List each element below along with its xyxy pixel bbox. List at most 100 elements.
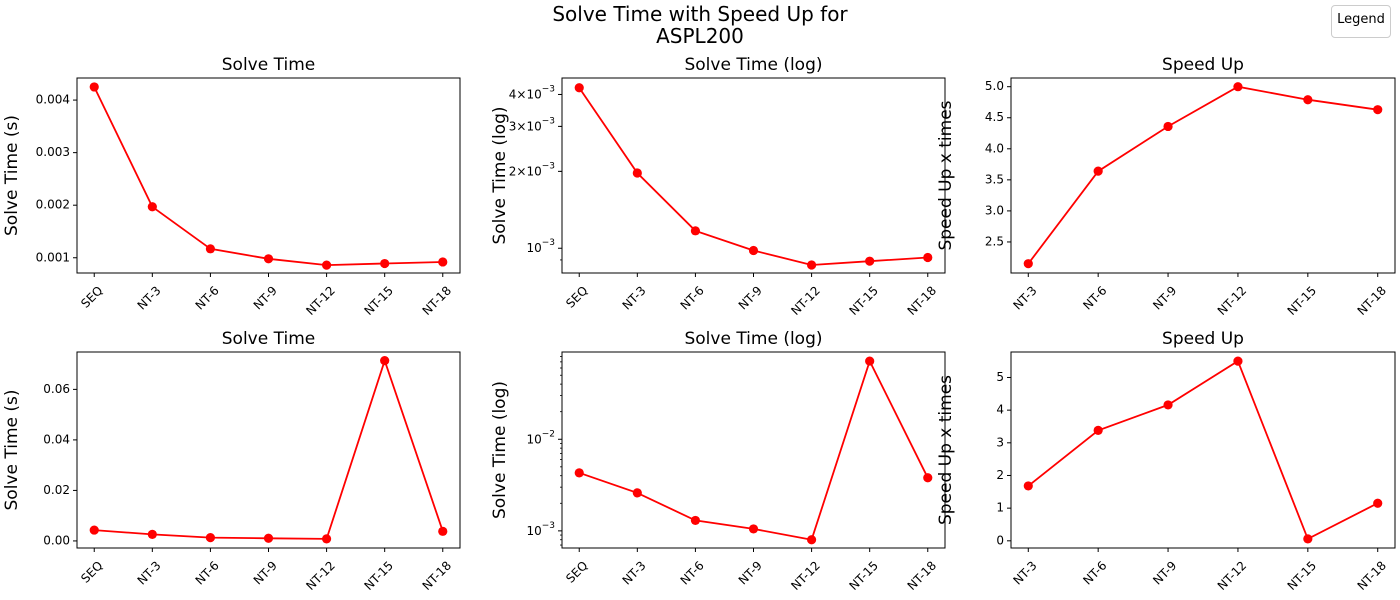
x-tick-label: NT-18 bbox=[905, 283, 940, 318]
data-point bbox=[1233, 82, 1243, 92]
data-point bbox=[574, 83, 584, 93]
data-point bbox=[89, 82, 99, 92]
plot-area-frame bbox=[1010, 351, 1396, 549]
y-tick-label: 2.5 bbox=[985, 234, 1004, 248]
data-point bbox=[574, 468, 584, 478]
x-tick-label: NT-6 bbox=[1080, 283, 1109, 312]
subplot-6: Speed Up Speed Up x times 0 1 2 3 4 5 NT-3 NT-6 NT… bbox=[936, 329, 1396, 593]
y-tick-label: 3×10−3 bbox=[509, 116, 555, 133]
data-point bbox=[321, 534, 332, 544]
y-axis-label: Solve Time (log) bbox=[490, 106, 510, 244]
data-point bbox=[690, 515, 701, 526]
data-point bbox=[1163, 400, 1173, 410]
data-point bbox=[147, 202, 157, 212]
data-point bbox=[1023, 259, 1033, 269]
subplot-5: Solve Time (log) Solve Time (log) 10−3 10−2… bbox=[490, 329, 946, 593]
x-tick-label: NT-3 bbox=[135, 558, 164, 587]
x-tick-label: NT-6 bbox=[193, 283, 222, 312]
data-point bbox=[923, 473, 933, 483]
subplot-title: Solve Time (log) bbox=[684, 329, 822, 349]
data-point bbox=[263, 533, 274, 543]
plot-area-frame bbox=[561, 351, 946, 549]
subplot-title: Solve Time (log) bbox=[684, 55, 822, 75]
data-point bbox=[865, 256, 875, 266]
legend: Legend bbox=[1331, 5, 1391, 38]
y-tick-label: 4×10−3 bbox=[509, 84, 555, 101]
data-point bbox=[1093, 425, 1103, 435]
y-tick-label: 4 bbox=[996, 403, 1004, 417]
y-tick-label: 4.0 bbox=[985, 141, 1004, 155]
data-point bbox=[1303, 95, 1313, 105]
data-point bbox=[865, 356, 875, 366]
data-point bbox=[1373, 105, 1383, 115]
x-tick-label: NT-6 bbox=[1080, 558, 1109, 587]
y-tick-label: 0.02 bbox=[43, 483, 70, 497]
data-point bbox=[438, 257, 448, 267]
data-point bbox=[1373, 498, 1383, 508]
x-tick-label: NT-9 bbox=[1150, 283, 1179, 312]
x-tick-label: NT-9 bbox=[251, 283, 280, 312]
subplot-title: Speed Up bbox=[1162, 55, 1244, 75]
data-point bbox=[89, 525, 99, 535]
y-axis-label: Solve Time (s) bbox=[2, 115, 22, 236]
y-tick-label: 1 bbox=[996, 501, 1004, 515]
y-axis-label: Solve Time (log) bbox=[490, 381, 510, 519]
data-point bbox=[1233, 356, 1243, 366]
plot-area-frame bbox=[1010, 77, 1396, 274]
data-point bbox=[1163, 121, 1173, 132]
y-tick-label: 2×10−3 bbox=[509, 161, 555, 178]
x-tick-label: NT-3 bbox=[135, 283, 164, 312]
y-tick-label: 0.06 bbox=[43, 382, 70, 396]
plot-area-frame bbox=[561, 77, 946, 274]
data-point bbox=[205, 533, 216, 543]
y-tick-label: 3.5 bbox=[985, 172, 1004, 186]
x-tick-label: NT-3 bbox=[1011, 558, 1040, 587]
y-tick-label: 10−2 bbox=[526, 429, 555, 446]
x-tick-label: NT-9 bbox=[1150, 558, 1179, 587]
data-point bbox=[321, 260, 332, 270]
series-line bbox=[578, 87, 928, 266]
y-tick-label: 0.00 bbox=[43, 533, 70, 547]
y-tick-label: 3.0 bbox=[985, 203, 1004, 217]
y-tick-label: 4.5 bbox=[985, 110, 1004, 124]
data-point bbox=[748, 524, 759, 534]
data-point bbox=[1303, 534, 1313, 544]
data-point bbox=[438, 526, 448, 536]
x-tick-label: NT-12 bbox=[788, 283, 823, 318]
x-tick-label: NT-18 bbox=[1355, 283, 1390, 318]
y-tick-label: 0.04 bbox=[43, 432, 70, 446]
data-point bbox=[380, 355, 390, 366]
subplot-3: Speed Up Speed Up x times 2.5 3.0 3.5 4.0 4.5 5… bbox=[936, 55, 1396, 318]
series-line bbox=[93, 86, 443, 267]
data-point bbox=[690, 226, 701, 236]
data-point bbox=[748, 245, 759, 256]
x-tick-label: NT-15 bbox=[362, 283, 397, 318]
y-axis-label: Solve Time (s) bbox=[2, 390, 22, 511]
y-tick-label: 5.0 bbox=[985, 79, 1004, 93]
y-tick-label: 2 bbox=[996, 468, 1004, 482]
series-line bbox=[94, 357, 444, 540]
data-point bbox=[806, 535, 817, 545]
subplot-title: Speed Up bbox=[1162, 329, 1244, 349]
data-point bbox=[263, 254, 274, 264]
x-tick-label: NT-15 bbox=[847, 283, 882, 318]
data-point bbox=[632, 488, 642, 498]
series-line bbox=[1027, 85, 1378, 265]
x-tick-label: NT-18 bbox=[1355, 558, 1390, 593]
y-tick-label: 0.004 bbox=[36, 93, 70, 107]
x-tick-label: NT-18 bbox=[420, 558, 455, 593]
subplot-title: Solve Time bbox=[222, 55, 315, 75]
x-tick-label: NT-6 bbox=[678, 558, 707, 587]
subplot-title: Solve Time bbox=[222, 329, 315, 349]
y-tick-label: 0.001 bbox=[36, 250, 70, 264]
y-tick-label: 0.002 bbox=[36, 198, 70, 212]
x-tick-label: SEQ bbox=[78, 283, 105, 310]
y-axis-label: Speed Up x times bbox=[936, 375, 956, 525]
data-point bbox=[806, 260, 817, 270]
data-point bbox=[205, 244, 216, 254]
x-tick-label: NT-15 bbox=[847, 558, 882, 593]
figure-title-line-1: Solve Time with Speed Up for bbox=[552, 2, 848, 26]
x-tick-label: NT-12 bbox=[1215, 558, 1250, 593]
x-tick-label: NT-9 bbox=[736, 283, 765, 312]
plot-area-frame bbox=[76, 77, 461, 274]
